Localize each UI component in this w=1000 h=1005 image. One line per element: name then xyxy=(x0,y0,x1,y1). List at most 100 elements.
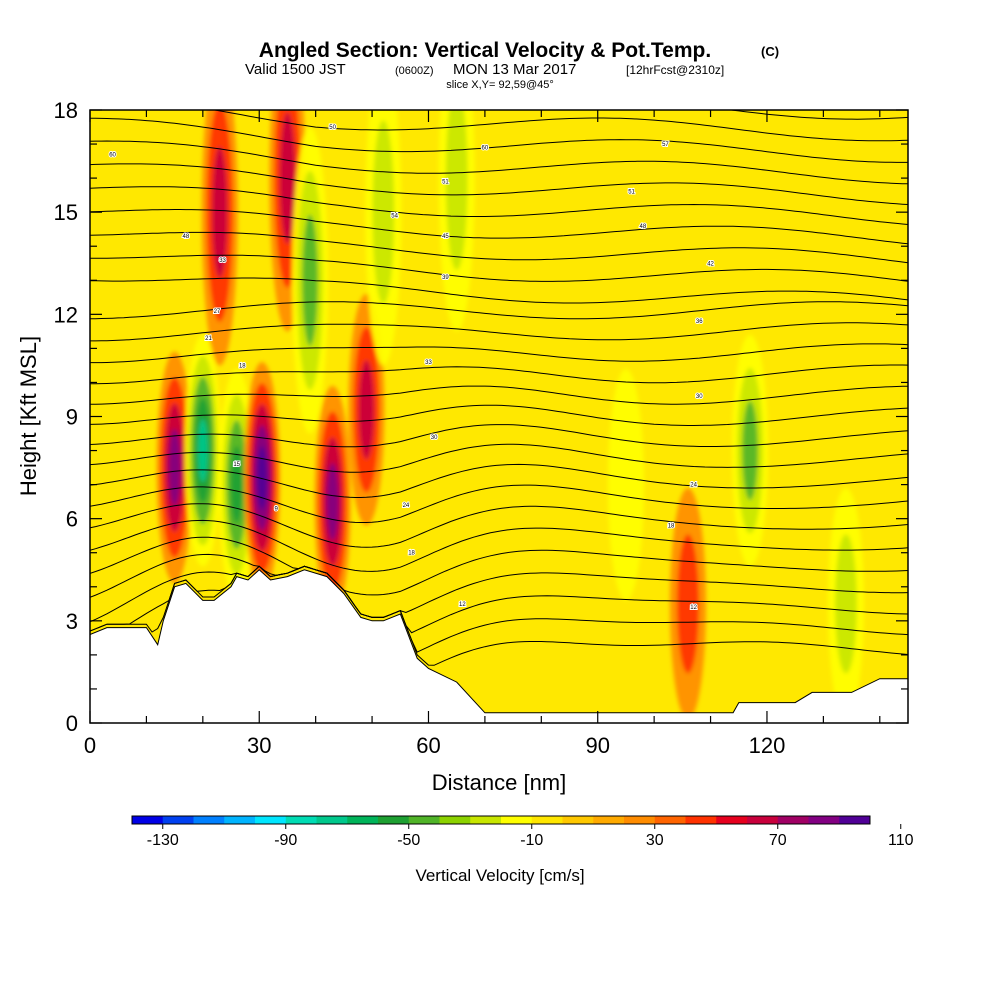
colorbar-swatch xyxy=(747,816,779,824)
isentrope-line xyxy=(728,110,908,120)
colorbar-label: Vertical Velocity [cm/s] xyxy=(415,866,584,885)
downdraft-core-14 xyxy=(827,488,864,720)
updraft-core-8 xyxy=(348,293,385,526)
colorbar-swatch xyxy=(378,816,410,824)
colorbar-swatch xyxy=(716,816,748,824)
isentrope-label: 33 xyxy=(425,360,432,366)
slice-info: slice X,Y= 92,59@45° xyxy=(446,79,554,91)
isentrope-label: 54 xyxy=(391,214,398,220)
x-tick-label: 60 xyxy=(416,733,440,758)
isentrope-label: 39 xyxy=(442,275,449,281)
colorbar-swatch xyxy=(777,816,809,824)
updraft-core-2 xyxy=(201,110,238,366)
isentrope-label: 18 xyxy=(239,363,246,369)
isentrope-label: 21 xyxy=(205,336,212,342)
isentrope-label: 60 xyxy=(109,152,116,158)
y-tick-label: 0 xyxy=(66,711,78,736)
isentrope-label: 9 xyxy=(274,506,278,512)
isentrope-label: 50 xyxy=(329,125,336,131)
valid-time: Valid 1500 JST xyxy=(245,61,346,78)
colorbar-swatch xyxy=(439,816,471,824)
x-tick-label: 90 xyxy=(585,733,609,758)
isentrope-label: 57 xyxy=(662,142,669,148)
isentrope-line xyxy=(90,553,908,618)
forecast-info: [12hrFcst@2310z] xyxy=(626,63,724,77)
isentrope-line xyxy=(90,484,908,523)
colorbar-swatch xyxy=(162,816,194,824)
isentrope-line xyxy=(90,385,908,405)
updraft-core-4 xyxy=(244,362,281,594)
isentrope-line xyxy=(90,301,908,320)
colorbar-swatch xyxy=(470,816,502,824)
valid-date: MON 13 Mar 2017 xyxy=(453,61,576,78)
colorbar-swatch xyxy=(624,816,656,824)
chart-title-units: (C) xyxy=(761,44,779,59)
isentrope-label: 27 xyxy=(214,309,221,315)
isentrope-line xyxy=(90,364,908,385)
isentrope-line xyxy=(90,443,908,473)
isentrope-label: 12 xyxy=(690,605,697,611)
colorbar-tick-label: 70 xyxy=(769,832,787,849)
isentrope-line xyxy=(90,140,908,185)
isentrope-label: 18 xyxy=(668,523,675,529)
colorbar-tick-label: -10 xyxy=(520,832,543,849)
isentrope-label: 36 xyxy=(696,319,703,325)
colorbar-tick-label: -130 xyxy=(147,832,179,849)
y-tick-label: 3 xyxy=(66,609,78,634)
isentrope-line xyxy=(90,163,908,205)
isentrope-line xyxy=(211,110,908,142)
isentrope-line xyxy=(90,463,908,498)
isentrope-line xyxy=(90,519,908,572)
isentrope-line xyxy=(90,565,908,653)
colorbar-swatch xyxy=(285,816,317,824)
isentrope-line xyxy=(90,424,908,448)
isentrope-label: 60 xyxy=(482,145,489,151)
updraft-core-7 xyxy=(314,385,351,618)
chart-title: Angled Section: Vertical Velocity & Pot.… xyxy=(259,39,711,62)
colorbar-swatch xyxy=(255,816,287,824)
isentrope-line xyxy=(90,231,908,264)
downdraft-core-1 xyxy=(184,334,221,567)
colorbar-tick-label: -90 xyxy=(274,832,297,849)
colorbar-swatch xyxy=(316,816,348,824)
isentrope-line xyxy=(90,404,908,426)
isentrope-line xyxy=(90,186,908,225)
isentrope-line xyxy=(90,322,908,342)
colorbar-swatch xyxy=(531,816,563,824)
x-tick-label: 30 xyxy=(247,733,271,758)
updraft-core-12 xyxy=(669,488,707,720)
colorbar-swatch xyxy=(408,816,440,824)
isentrope-label: 48 xyxy=(183,234,190,240)
isentrope-label: 24 xyxy=(403,503,410,509)
colorbar-swatch xyxy=(654,816,686,824)
y-tick-label: 15 xyxy=(54,200,78,225)
isentrope-label: 48 xyxy=(640,224,647,230)
colorbar-swatch xyxy=(193,816,225,824)
colorbar-swatch xyxy=(562,816,594,824)
isentrope-label: 30 xyxy=(696,394,703,400)
colorbar-swatch xyxy=(224,816,256,824)
valid-time-z: (0600Z) xyxy=(395,65,434,77)
isentrope-label: 24 xyxy=(690,483,697,489)
colorbar-tick-label: 110 xyxy=(888,832,914,849)
isentrope-label: 45 xyxy=(442,234,449,240)
x-tick-label: 120 xyxy=(749,733,786,758)
downdraft-core-13 xyxy=(731,334,769,567)
y-tick-label: 18 xyxy=(54,98,78,123)
colorbar xyxy=(131,815,871,825)
isentrope-label: 12 xyxy=(459,602,466,608)
isentrope-line xyxy=(90,565,908,634)
colorbar-swatch xyxy=(347,816,379,824)
colorbar-swatch xyxy=(839,816,871,824)
colorbar-swatch xyxy=(808,816,840,824)
isentrope-label: 33 xyxy=(219,258,226,264)
colorbar-tick-label: -50 xyxy=(397,832,420,849)
isentrope-line xyxy=(90,117,908,163)
colorbar-swatch xyxy=(685,816,717,824)
x-tick-label: 0 xyxy=(84,733,96,758)
colorbar-swatch xyxy=(593,816,625,824)
y-tick-label: 6 xyxy=(66,507,78,532)
y-tick-label: 12 xyxy=(54,302,78,327)
isentrope-label: 42 xyxy=(707,261,714,267)
